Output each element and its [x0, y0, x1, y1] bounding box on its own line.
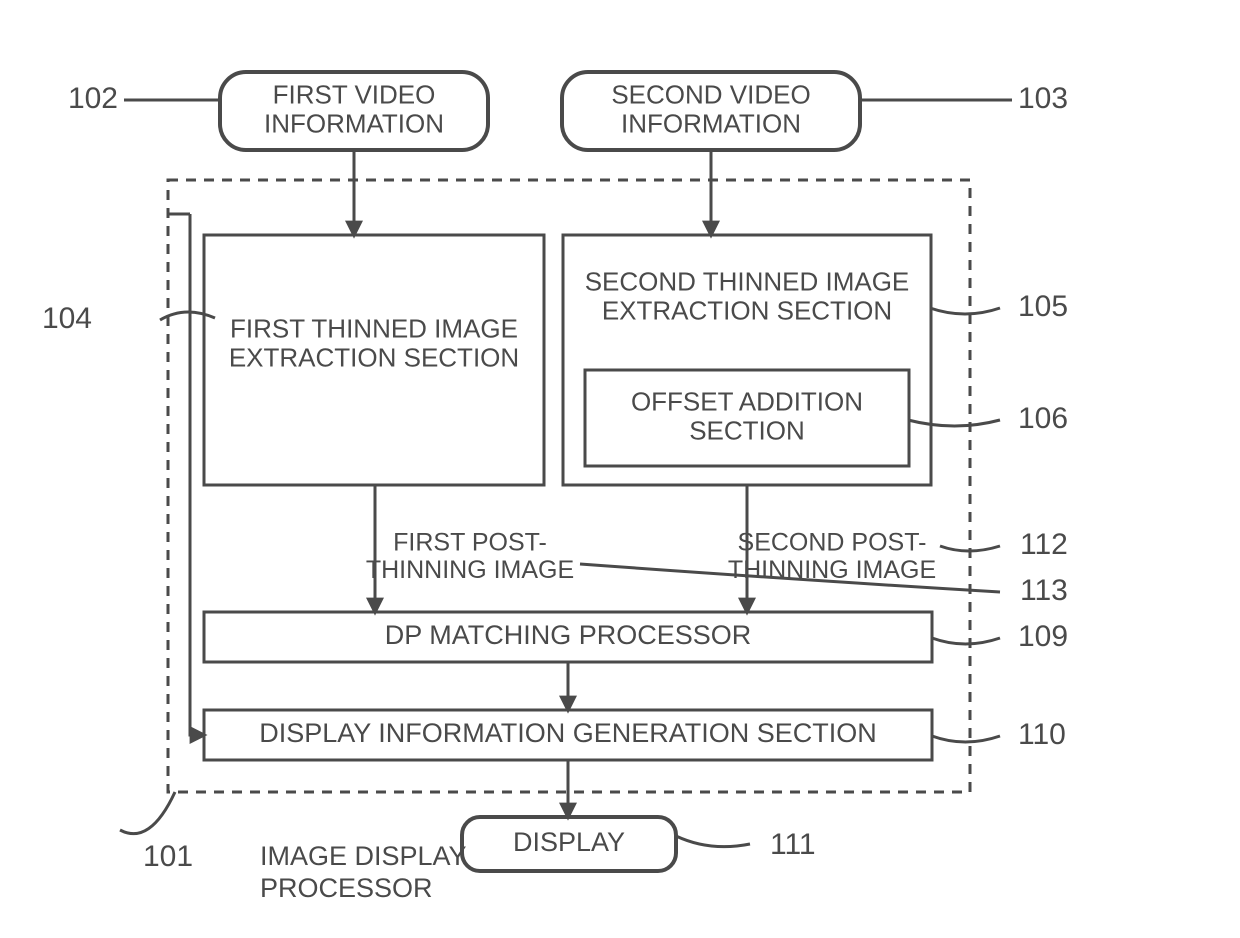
secondPost-label: SECOND POST-: [738, 529, 927, 557]
firstVideo-label: FIRST VIDEO: [273, 79, 436, 109]
firstExtract-label: EXTRACTION SECTION: [229, 342, 519, 372]
secondExtract-label: SECOND THINNED IMAGE: [585, 266, 910, 296]
secondPost-label: THINNING IMAGE: [728, 556, 936, 584]
secondVideo-label: SECOND VIDEO: [611, 79, 810, 109]
dp-label: DP MATCHING PROCESSOR: [385, 620, 752, 650]
firstPost-label: FIRST POST-: [393, 529, 547, 557]
ref-103: 103: [1018, 82, 1068, 115]
ref-106: 106: [1018, 402, 1068, 435]
offset-label: SECTION: [689, 415, 805, 445]
ref-109: 109: [1018, 620, 1068, 653]
ref-111: 111: [770, 828, 816, 861]
firstVideo-label: INFORMATION: [264, 108, 444, 138]
firstVideo: FIRST VIDEOINFORMATION: [220, 72, 488, 150]
container-label: IMAGE DISPLAY: [260, 841, 467, 871]
dispGen: DISPLAY INFORMATION GENERATION SECTION: [204, 710, 932, 760]
ref-113: 113: [1020, 574, 1068, 607]
firstPost-label: THINNING IMAGE: [366, 556, 574, 584]
secondVideo-label: INFORMATION: [621, 108, 801, 138]
secondExtract-label: EXTRACTION SECTION: [602, 295, 892, 325]
display-label: DISPLAY: [513, 827, 625, 857]
ref-102: 102: [68, 82, 118, 115]
firstExtract: FIRST THINNED IMAGEEXTRACTION SECTION: [204, 235, 544, 485]
offset-label: OFFSET ADDITION: [631, 386, 863, 416]
ref-105: 105: [1018, 290, 1068, 323]
ref-101: 101: [143, 840, 193, 873]
secondExtract: SECOND THINNED IMAGEEXTRACTION SECTION: [563, 235, 931, 485]
dp: DP MATCHING PROCESSOR: [204, 612, 932, 662]
secondVideo: SECOND VIDEOINFORMATION: [562, 72, 860, 150]
offset: OFFSET ADDITIONSECTION: [585, 370, 909, 466]
dispGen-label: DISPLAY INFORMATION GENERATION SECTION: [259, 718, 877, 748]
ref-110: 110: [1018, 718, 1066, 751]
display: DISPLAY: [462, 817, 676, 871]
container-label: PROCESSOR: [260, 873, 433, 903]
ref-104: 104: [42, 302, 92, 335]
firstExtract-label: FIRST THINNED IMAGE: [230, 313, 518, 343]
ref-112: 112: [1020, 528, 1068, 561]
